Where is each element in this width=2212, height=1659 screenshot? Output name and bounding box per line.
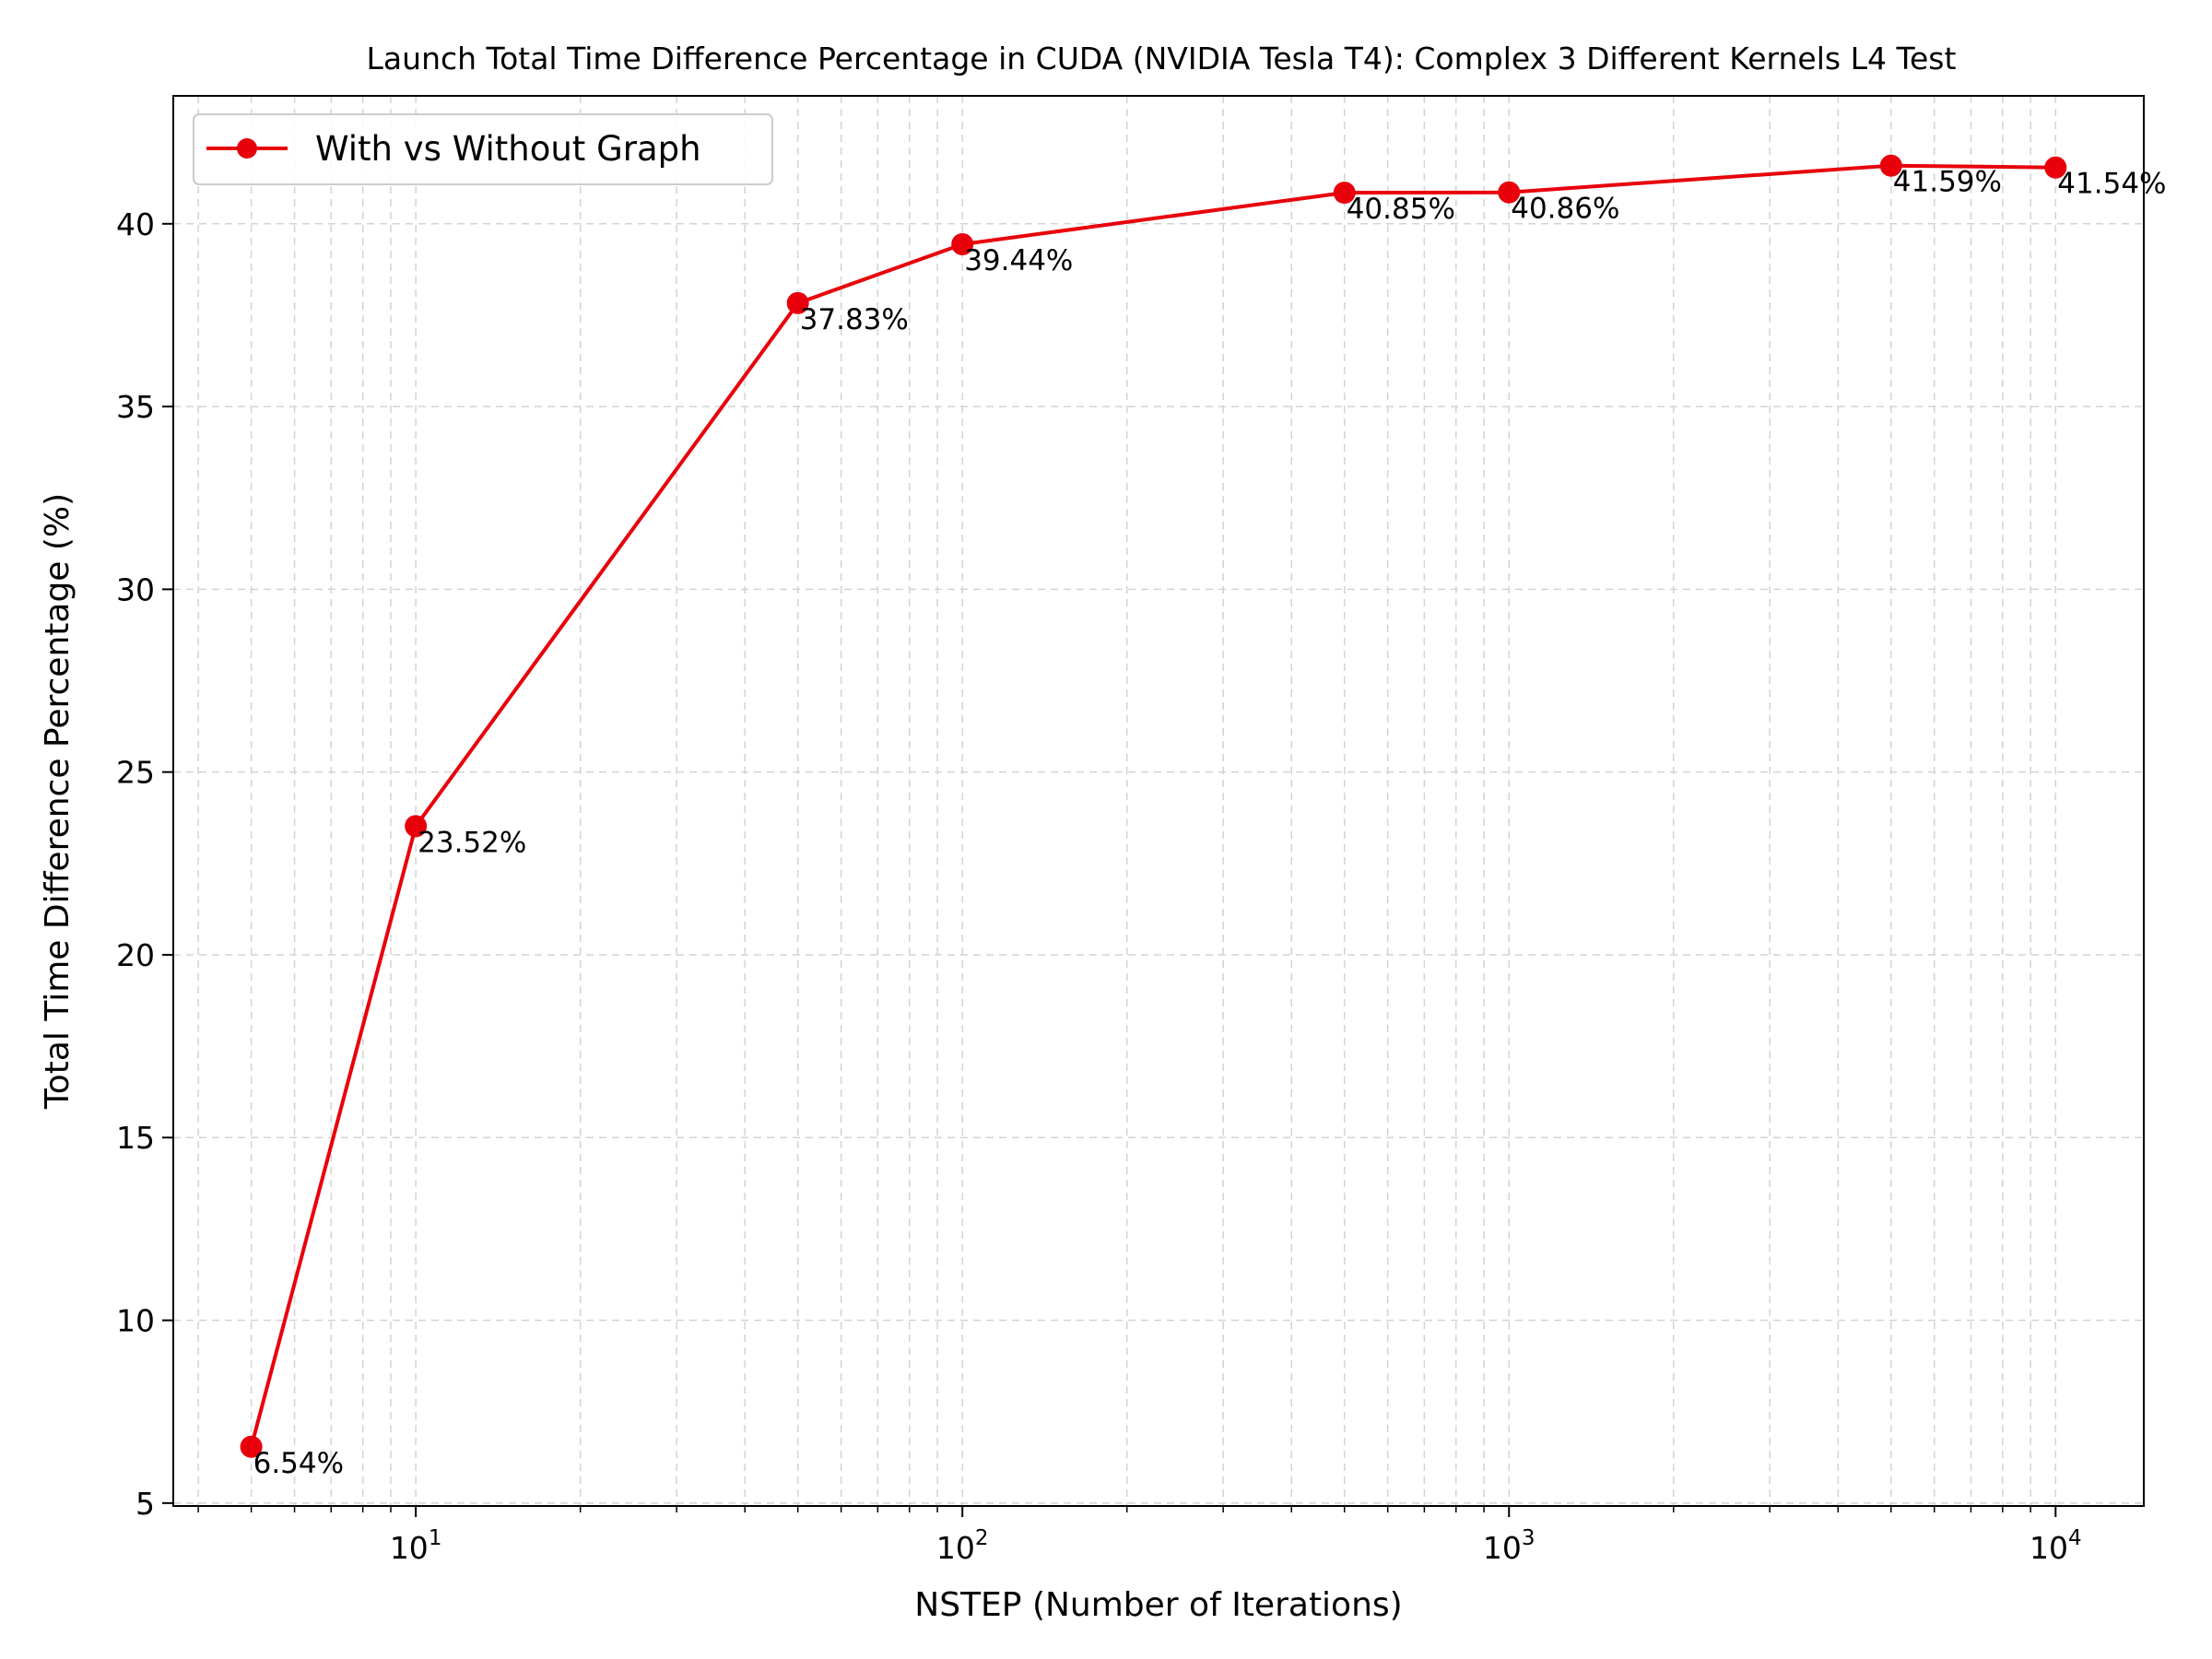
legend-series-label: With vs Without Graph xyxy=(315,129,701,169)
y-axis-ticks: 5 10 15 20 25 30 35 40 xyxy=(116,206,173,1522)
y-axis-label: Total Time Difference Percentage (%) xyxy=(39,493,76,1110)
y-tick-label: 10 xyxy=(116,1303,155,1339)
y-tick-label: 30 xyxy=(116,571,155,607)
legend-box xyxy=(193,113,773,185)
data-label: 40.86% xyxy=(1511,193,1619,226)
data-label: 39.44% xyxy=(964,244,1073,277)
data-point xyxy=(240,1435,263,1458)
data-point xyxy=(1333,182,1356,205)
data-point xyxy=(1879,154,1902,177)
plot-frame xyxy=(172,95,2145,1507)
data-point xyxy=(951,233,974,256)
data-label: 6.54% xyxy=(253,1447,344,1480)
plot-area xyxy=(173,96,2144,1506)
x-axis-label: NSTEP (Number of Iterations) xyxy=(914,1586,1402,1624)
gridlines xyxy=(173,96,2144,1506)
data-point xyxy=(786,291,809,314)
data-point xyxy=(405,815,428,838)
legend: With vs Without Graph xyxy=(193,113,773,185)
data-label: 37.83% xyxy=(800,303,909,336)
x-tick-label: 102 xyxy=(936,1526,989,1566)
y-tick-label: 40 xyxy=(116,206,155,242)
y-tick-label: 35 xyxy=(116,389,155,425)
x-axis-ticks: 101 102 103 104 xyxy=(390,1506,2082,1566)
y-tick-label: 15 xyxy=(116,1120,155,1156)
data-label: 41.59% xyxy=(1893,166,2002,199)
series-line xyxy=(249,163,2056,1448)
data-point xyxy=(2044,156,2067,179)
data-label: 23.52% xyxy=(418,826,526,859)
chart-title: Launch Total Time Difference Percentage … xyxy=(367,41,1957,76)
x-tick-label: 104 xyxy=(2030,1526,2082,1566)
series-layer: 6.54% 23.52% 37.83% 39.44% 40.85% 40.86% 41.59… xyxy=(240,154,2167,1480)
y-tick-label: 20 xyxy=(116,937,155,973)
x-tick-label: 101 xyxy=(390,1526,442,1566)
data-label: 40.85% xyxy=(1347,193,1455,226)
y-tick-label: 25 xyxy=(116,755,155,791)
y-tick-label: 5 xyxy=(135,1486,155,1522)
minor-ticks xyxy=(197,1506,2031,1512)
x-tick-label: 103 xyxy=(1483,1526,1535,1566)
data-label: 41.54% xyxy=(2057,168,2166,201)
legend-marker-swatch xyxy=(237,138,257,159)
data-point xyxy=(1498,181,1521,204)
